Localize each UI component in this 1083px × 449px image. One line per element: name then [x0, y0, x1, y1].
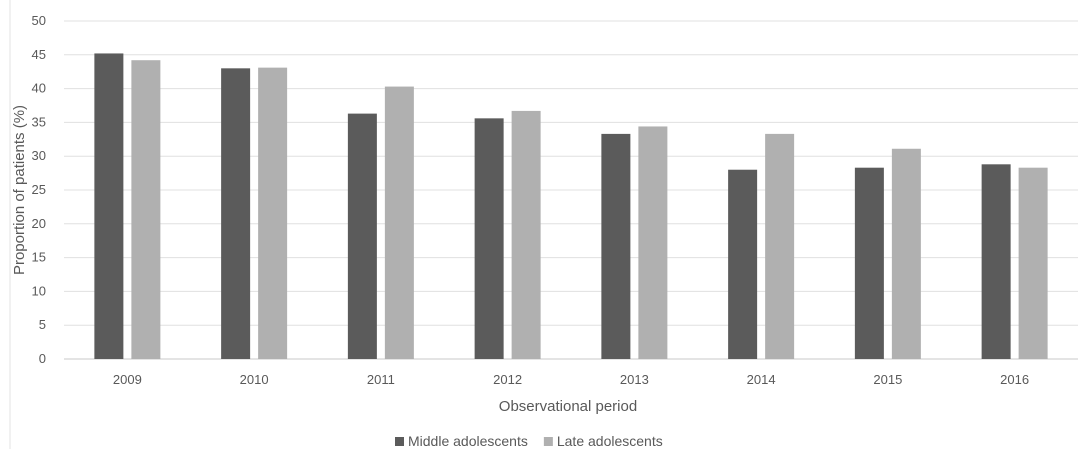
bar: [221, 68, 251, 359]
x-tick-labels: 2009 2010 2011 2012 2013 2014 2015 2016: [113, 372, 1029, 387]
x-tick-label: 2012: [493, 372, 522, 387]
y-tick-label: 50: [32, 13, 46, 28]
x-tick-label: 2011: [367, 372, 395, 387]
y-tick-label: 30: [32, 148, 46, 163]
y-tick-label: 20: [32, 216, 46, 231]
legend: Middle adolescents Late adolescents: [395, 433, 663, 449]
bars: [94, 53, 1048, 360]
y-tick-labels: 0 5 10 15 20 25 30 35 40 45 50: [32, 13, 46, 366]
bar: [474, 118, 504, 360]
bar: [765, 133, 795, 359]
legend-label: Middle adolescents: [408, 433, 528, 449]
x-tick-label: 2010: [240, 372, 269, 387]
gridlines: [64, 20, 1078, 360]
bar: [638, 126, 668, 360]
bar: [891, 148, 921, 359]
legend-swatch: [395, 437, 404, 446]
y-tick-label: 10: [32, 283, 46, 298]
bar: [384, 86, 414, 360]
y-tick-label: 40: [32, 81, 46, 96]
y-tick-label: 15: [32, 250, 46, 265]
x-tick-label: 2016: [1000, 372, 1029, 387]
x-tick-label: 2015: [873, 372, 902, 387]
x-tick-label: 2009: [113, 372, 142, 387]
bar: [94, 53, 124, 359]
bar: [347, 113, 377, 359]
x-axis-label: Observational period: [499, 398, 637, 415]
bar: [258, 67, 288, 360]
bar: [1018, 167, 1048, 359]
bar: [981, 164, 1011, 359]
bar: [601, 133, 631, 359]
x-tick-label: 2013: [620, 372, 649, 387]
bar: [854, 167, 884, 359]
y-axis-label: Proportion of patients (%): [11, 105, 28, 275]
legend-swatch: [543, 437, 553, 446]
legend-label: Late adolescents: [557, 433, 663, 449]
bar: [728, 169, 758, 359]
y-tick-label: 5: [39, 317, 46, 332]
y-tick-label: 25: [32, 182, 46, 197]
bar: [511, 110, 541, 360]
y-tick-label: 35: [32, 114, 46, 129]
x-tick-label: 2014: [747, 372, 776, 387]
y-tick-label: 45: [32, 47, 46, 62]
y-tick-label: 0: [39, 351, 46, 366]
bar: [131, 60, 161, 359]
